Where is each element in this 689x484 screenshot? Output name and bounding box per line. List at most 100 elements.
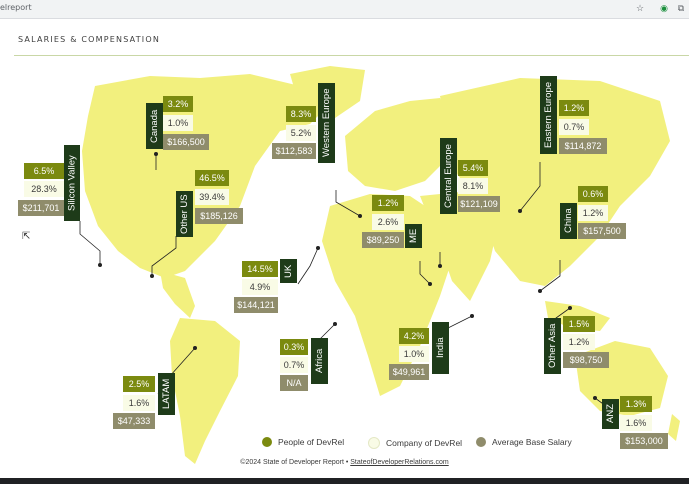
people-chip-india: 4.2%: [399, 328, 429, 344]
salary-chip-canada: $166,500: [163, 134, 209, 150]
pin-other-us: [150, 274, 154, 278]
people-chip-silicon-valley: 6.5%: [24, 163, 64, 179]
company-chip-silicon-valley: 28.3%: [24, 181, 64, 197]
connector-eastern-europe: [519, 162, 541, 212]
people-chip-china: 0.6%: [578, 186, 608, 202]
region-label-western-europe: Western Europe: [318, 83, 335, 163]
salary-chip-silicon-valley: $211,701: [18, 200, 64, 216]
legend-label-people: People of DevRel: [278, 437, 345, 447]
footer-link[interactable]: StateofDeveloperRelations.com: [350, 459, 449, 466]
salary-chip-eastern-europe: $114,872: [559, 138, 607, 154]
company-chip-uk: 4.9%: [242, 279, 278, 295]
pin-central-europe: [438, 264, 442, 268]
report-page: SALARIES & COMPENSATION: [0, 19, 689, 478]
europe-shape: [345, 98, 455, 191]
company-chip-india: 1.0%: [399, 346, 429, 362]
region-label-india: India: [432, 322, 449, 374]
people-chip-canada: 3.2%: [163, 96, 193, 112]
connector-china: [539, 260, 561, 292]
company-chip-latam: 1.6%: [123, 395, 155, 411]
connector-other-us: [151, 236, 177, 276]
legend-label-salary: Average Base Salary: [492, 437, 572, 447]
legend-item-company: Company of DevRel: [368, 437, 462, 449]
central-america-shape: [160, 271, 195, 318]
company-chip-africa: 0.7%: [280, 357, 308, 373]
region-label-latam: LATAM: [158, 373, 175, 415]
region-label-central-europe: Central Europe: [440, 138, 457, 214]
people-chip-me: 1.2%: [372, 195, 404, 211]
pin-uk: [316, 246, 320, 250]
company-chip-eastern-europe: 0.7%: [559, 119, 589, 135]
pin-africa: [333, 322, 337, 326]
salary-chip-africa: N/A: [280, 375, 308, 391]
asia-shape: [440, 78, 670, 286]
taskbar: [0, 478, 689, 484]
region-label-canada: Canada: [146, 103, 163, 149]
salary-chip-latam: $47,333: [113, 413, 155, 429]
people-chip-africa: 0.3%: [280, 339, 308, 355]
people-chip-western-europe: 8.3%: [286, 106, 316, 122]
pin-western-europe: [358, 214, 362, 218]
puzzle-icon[interactable]: ⧉: [677, 3, 685, 13]
people-chip-other-us: 46.5%: [195, 170, 229, 186]
pin-other-asia: [568, 306, 572, 310]
pin-canada: [154, 152, 158, 156]
company-chip-canada: 1.0%: [163, 115, 193, 131]
region-label-africa: Africa: [311, 338, 328, 384]
region-label-china: China: [560, 203, 577, 239]
connector-uk: [297, 247, 319, 285]
people-chip-anz: 1.3%: [620, 396, 652, 412]
region-label-me: ME: [405, 224, 422, 248]
connector-me: [419, 261, 431, 285]
salary-chip-other-us: $185,126: [195, 208, 243, 224]
salary-chip-other-asia: $98,750: [563, 352, 609, 368]
salary-chip-china: $157,500: [578, 223, 626, 239]
people-chip-eastern-europe: 1.2%: [559, 100, 589, 116]
pin-eastern-europe: [518, 209, 522, 213]
people-chip-other-asia: 1.5%: [563, 316, 595, 332]
salary-chip-india: $49,961: [389, 364, 429, 380]
region-label-silicon-valley: Silicon Valley: [64, 145, 80, 221]
middle-east-india-shape: [420, 191, 500, 301]
connector-western-europe: [335, 190, 361, 217]
pin-me: [428, 282, 432, 286]
company-chip-other-asia: 1.2%: [563, 334, 595, 350]
region-label-anz: ANZ: [602, 399, 619, 429]
region-label-eastern-europe: Eastern Europe: [540, 76, 557, 154]
region-label-uk: UK: [280, 259, 297, 283]
address-bar[interactable]: elreport: [0, 3, 32, 12]
title-divider: [14, 55, 689, 56]
extension-icon[interactable]: ◉: [660, 3, 668, 13]
salary-chip-uk: $144,121: [234, 297, 278, 313]
salary-chip-central-europe: $121,109: [458, 196, 500, 212]
legend-label-company: Company of DevRel: [386, 438, 463, 448]
pin-latam: [193, 346, 197, 350]
region-label-other-asia: Other Asia: [544, 318, 561, 374]
section-title: SALARIES & COMPENSATION: [18, 35, 161, 44]
people-chip-central-europe: 5.4%: [458, 160, 488, 176]
connector-india: [447, 315, 473, 346]
new-zealand-shape: [668, 414, 680, 441]
bookmark-star-icon[interactable]: ☆: [635, 3, 645, 13]
company-dot-icon: [368, 437, 380, 449]
world-map: [79, 66, 680, 464]
salary-chip-anz: $153,000: [620, 433, 668, 449]
salary-chip-western-europe: $112,583: [272, 143, 316, 159]
footer-copyright: ©2024 State of Developer Report •: [240, 459, 351, 466]
company-chip-anz: 1.6%: [620, 415, 652, 431]
people-dot-icon: [262, 437, 272, 447]
company-chip-china: 1.2%: [578, 205, 608, 221]
pin-china: [538, 289, 542, 293]
salary-dot-icon: [476, 437, 486, 447]
south-america-shape: [170, 318, 240, 464]
pin-silicon-valley: [98, 263, 102, 267]
company-chip-other-us: 39.4%: [195, 189, 229, 205]
browser-toolbar: elreport ☆ ◉ ⧉: [0, 0, 689, 19]
company-chip-western-europe: 5.2%: [286, 125, 316, 141]
legend-item-salary: Average Base Salary: [476, 437, 572, 447]
footer: ©2024 State of Developer Report • Stateo…: [0, 459, 689, 466]
salary-chip-me: $89,250: [362, 232, 404, 248]
mouse-cursor-icon: ⇱: [22, 231, 31, 242]
people-chip-latam: 2.5%: [123, 376, 155, 392]
connector-silicon-valley: [79, 221, 101, 265]
